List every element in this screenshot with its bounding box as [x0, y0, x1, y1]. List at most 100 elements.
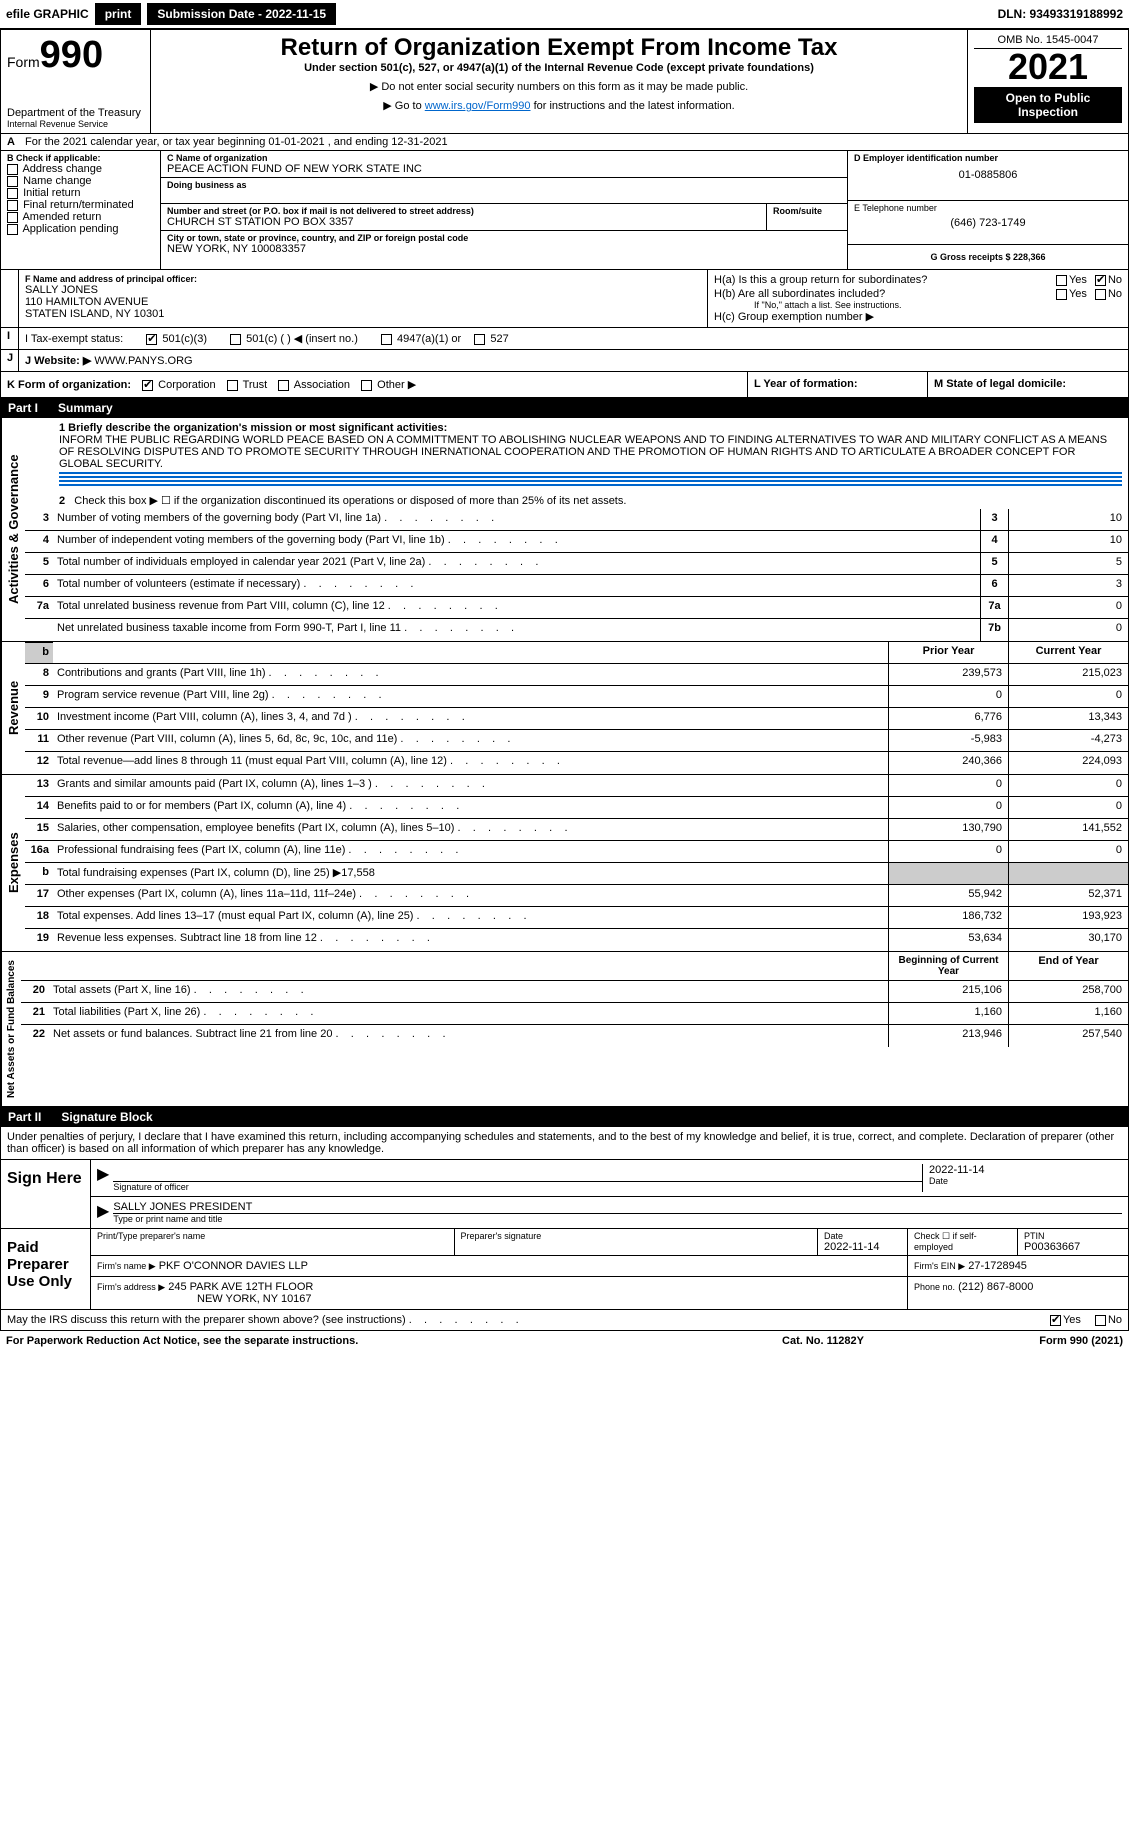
officer-name: SALLY JONES: [25, 284, 701, 296]
other-checkbox[interactable]: [361, 380, 372, 391]
governance-vlabel: Activities & Governance: [1, 418, 25, 641]
prior-value: 186,732: [888, 907, 1008, 928]
line-label: Total unrelated business revenue from Pa…: [53, 597, 980, 618]
prior-value: 53,634: [888, 929, 1008, 951]
line-box: 7b: [980, 619, 1008, 641]
section-b-checkbox[interactable]: [7, 164, 18, 175]
section-b-checkbox[interactable]: [7, 212, 18, 223]
open-public-badge: Open to Public Inspection: [974, 87, 1122, 123]
street-address: CHURCH ST STATION PO BOX 3357: [167, 216, 760, 228]
current-value: 141,552: [1008, 819, 1128, 840]
current-value: 258,700: [1008, 981, 1128, 1002]
line-num: 5: [25, 553, 53, 574]
line-label: Other revenue (Part VIII, column (A), li…: [53, 730, 888, 751]
dept-label: Department of the Treasury: [7, 107, 144, 119]
line-label: Total number of volunteers (estimate if …: [53, 575, 980, 596]
discuss-no-checkbox[interactable]: [1095, 1315, 1106, 1326]
section-k-label: K Form of organization:: [7, 379, 131, 391]
penalty-text: Under penalties of perjury, I declare th…: [0, 1127, 1129, 1160]
l1-label: 1 Briefly describe the organization's mi…: [59, 422, 1122, 434]
ha-no-checkbox[interactable]: [1095, 275, 1106, 286]
form-note2: ▶ Go to www.irs.gov/Form990 for instruct…: [157, 99, 961, 112]
hb-no-checkbox[interactable]: [1095, 289, 1106, 300]
officer-printed-name: SALLY JONES PRESIDENT: [113, 1201, 1122, 1213]
line-label: Benefits paid to or for members (Part IX…: [53, 797, 888, 818]
ein-label: D Employer identification number: [854, 153, 1122, 163]
current-value: [1008, 863, 1128, 884]
dln-label: DLN: 93493319188992: [998, 7, 1123, 21]
current-value: 13,343: [1008, 708, 1128, 729]
section-b-option: Name change: [23, 175, 92, 187]
line-num: 4: [25, 531, 53, 552]
line-label: Revenue less expenses. Subtract line 18 …: [53, 929, 888, 951]
prior-value: 0: [888, 841, 1008, 862]
prep-date: 2022-11-14: [824, 1241, 901, 1253]
line-num: 14: [25, 797, 53, 818]
section-b-checkbox[interactable]: [7, 200, 18, 211]
form-subtitle: Under section 501(c), 527, or 4947(a)(1)…: [157, 62, 961, 74]
current-value: 193,923: [1008, 907, 1128, 928]
current-value: 224,093: [1008, 752, 1128, 774]
corp-checkbox[interactable]: [142, 380, 153, 391]
section-b-option: Address change: [22, 163, 102, 175]
firm-ein: 27-1728945: [968, 1260, 1027, 1272]
current-value: -4,273: [1008, 730, 1128, 751]
line-box: 7a: [980, 597, 1008, 618]
print-button[interactable]: print: [95, 3, 142, 25]
line-num: 16a: [25, 841, 53, 862]
line-num: 6: [25, 575, 53, 596]
section-b-option: Amended return: [22, 211, 101, 223]
line-num: 18: [25, 907, 53, 928]
527-checkbox[interactable]: [474, 334, 485, 345]
section-b-label: B Check if applicable:: [7, 153, 154, 163]
name-label: C Name of organization: [167, 153, 841, 163]
prior-value: 0: [888, 775, 1008, 796]
line-label: Grants and similar amounts paid (Part IX…: [53, 775, 888, 796]
section-b-checkbox[interactable]: [7, 188, 18, 199]
self-employed-label: Check ☐ if self-employed: [914, 1231, 1011, 1252]
prior-value: 0: [888, 797, 1008, 818]
line-label: Number of voting members of the governin…: [53, 509, 980, 530]
governance-block: Activities & Governance 1 Briefly descri…: [0, 418, 1129, 642]
line-label: Professional fundraising fees (Part IX, …: [53, 841, 888, 862]
section-b-option: Application pending: [22, 223, 118, 235]
prior-value: 1,160: [888, 1003, 1008, 1024]
part1-header: Part I Summary: [0, 398, 1129, 418]
submission-date-button[interactable]: Submission Date - 2022-11-15: [147, 3, 336, 25]
current-value: 0: [1008, 686, 1128, 707]
prep-date-label: Date: [824, 1231, 901, 1241]
line-num: 3: [25, 509, 53, 530]
line-label: Total fundraising expenses (Part IX, col…: [53, 863, 888, 884]
current-value: 257,540: [1008, 1025, 1128, 1047]
line-label: Net unrelated business taxable income fr…: [53, 619, 980, 641]
hc-label: H(c) Group exemption number ▶: [714, 310, 1122, 323]
discuss-yes-checkbox[interactable]: [1050, 1315, 1061, 1326]
hb-label: H(b) Are all subordinates included?: [714, 288, 1056, 300]
netassets-vlabel: Net Assets or Fund Balances: [1, 952, 21, 1106]
current-value: 1,160: [1008, 1003, 1128, 1024]
section-b-checkbox[interactable]: [7, 224, 18, 235]
trust-checkbox[interactable]: [227, 380, 238, 391]
form-title: Return of Organization Exempt From Incom…: [157, 34, 961, 62]
line-value: 10: [1008, 509, 1128, 530]
footer-left: For Paperwork Reduction Act Notice, see …: [6, 1335, 723, 1347]
line-num: 17: [25, 885, 53, 906]
ha-label: H(a) Is this a group return for subordin…: [714, 274, 1056, 286]
line-label: Total assets (Part X, line 16): [49, 981, 888, 1002]
line-box: 3: [980, 509, 1008, 530]
assoc-checkbox[interactable]: [278, 380, 289, 391]
4947-checkbox[interactable]: [381, 334, 392, 345]
irs-label: Internal Revenue Service: [7, 119, 144, 129]
date-label: Date: [929, 1176, 1122, 1186]
501c-checkbox[interactable]: [230, 334, 241, 345]
website-label: J Website: ▶: [25, 355, 91, 367]
irs-link[interactable]: www.irs.gov/Form990: [425, 100, 531, 112]
ha-yes-checkbox[interactable]: [1056, 275, 1067, 286]
501c3-checkbox[interactable]: [146, 334, 157, 345]
footer-mid: Cat. No. 11282Y: [723, 1335, 923, 1347]
section-l-label: L Year of formation:: [754, 378, 858, 390]
paid-preparer-label: Paid Preparer Use Only: [1, 1229, 91, 1309]
section-b-checkbox[interactable]: [7, 176, 18, 187]
hb-yes-checkbox[interactable]: [1056, 289, 1067, 300]
line-value: 0: [1008, 597, 1128, 618]
